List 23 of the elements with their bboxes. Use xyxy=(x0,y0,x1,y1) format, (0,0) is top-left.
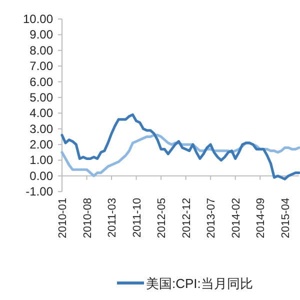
x-tick-label: 2011-03 xyxy=(106,198,119,238)
x-tick-label: 2010-01 xyxy=(57,198,69,238)
y-tick-label: 0.00 xyxy=(30,168,54,183)
y-tick-label: -1.00 xyxy=(26,184,54,199)
y-tick-label: 6.00 xyxy=(30,74,54,89)
x-tick-label: 2014-09 xyxy=(255,198,268,238)
y-tick-label: 2.00 xyxy=(30,138,54,152)
x-tick-label: 2012-05 xyxy=(156,198,168,238)
y-tick-label: 5.00 xyxy=(30,90,54,104)
x-tick-label: 2011-10 xyxy=(131,198,144,238)
x-tick-label: 2012-12 xyxy=(180,198,193,238)
y-tick-label: 1.00 xyxy=(30,153,54,168)
y-tick-label: 7.00 xyxy=(30,59,54,74)
y-tick-label: 8.00 xyxy=(30,43,54,58)
y-tick-label: 3.00 xyxy=(30,122,54,136)
legend-label: 美国:CPI:当月同比 xyxy=(146,276,253,291)
x-tick-label: 2015-04 xyxy=(280,198,292,238)
x-tick-label: 2014-02 xyxy=(230,198,242,238)
y-tick-label: 10.00 xyxy=(22,12,54,26)
y-tick-label: 9.00 xyxy=(30,28,54,42)
x-tick-label: 2013-07 xyxy=(206,198,218,238)
x-tick-label: 2010-08 xyxy=(82,198,94,238)
y-tick-label: 4.00 xyxy=(30,106,54,120)
